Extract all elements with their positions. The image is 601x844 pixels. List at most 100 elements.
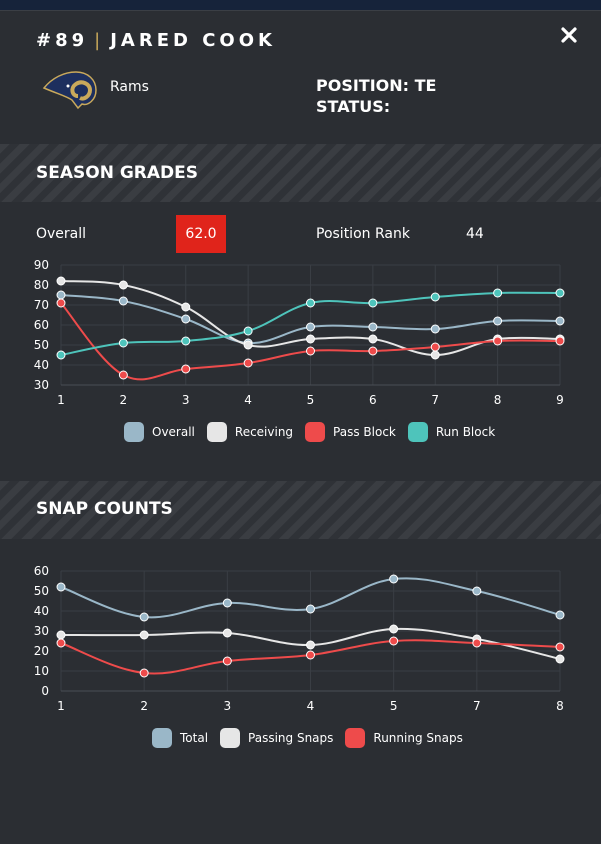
legend-item-running-snaps[interactable]: Running Snaps	[345, 728, 463, 748]
data-point-overall	[181, 314, 191, 324]
data-point-running-snaps	[56, 638, 66, 648]
overall-label: Overall	[36, 226, 87, 242]
y-tick-label: 20	[34, 644, 49, 658]
player-name: JARED COOK	[110, 30, 276, 51]
legend-label: Total	[180, 731, 209, 745]
data-point-receiving	[243, 340, 253, 350]
title-separator: |	[94, 30, 105, 51]
data-point-overall	[118, 296, 128, 306]
season-grades-title: SEASON GRADES	[36, 163, 199, 183]
data-point-run-block	[493, 288, 503, 298]
snap-counts-header	[0, 481, 601, 539]
data-point-overall	[306, 322, 315, 332]
data-point-total	[555, 610, 565, 620]
legend-label: Running Snaps	[373, 731, 463, 745]
y-tick-label: 50	[34, 584, 49, 598]
y-tick-label: 60	[34, 318, 49, 332]
data-point-receiving	[306, 334, 315, 344]
x-tick-label: 1	[57, 699, 65, 713]
season-grades-legend: Overall Receiving Pass Block Run Block	[124, 422, 507, 442]
legend-swatch	[407, 422, 428, 442]
y-tick-label: 90	[34, 258, 49, 272]
legend-swatch	[345, 728, 366, 748]
data-point-total	[389, 574, 399, 584]
data-point-run-block	[306, 298, 315, 308]
data-point-receiving	[368, 334, 378, 344]
x-tick-label: 1	[57, 393, 65, 407]
data-point-total	[472, 586, 482, 596]
legend-label: Receiving	[234, 425, 294, 439]
x-tick-label: 7	[431, 393, 439, 407]
data-point-run-block	[118, 338, 128, 348]
y-tick-label: 10	[34, 664, 49, 678]
data-point-pass-block	[181, 364, 191, 374]
data-point-pass-block	[430, 342, 440, 352]
data-point-passing-snaps	[222, 628, 232, 638]
data-point-overall	[56, 290, 66, 300]
snap-counts-title: SNAP COUNTS	[36, 499, 173, 519]
data-point-running-snaps	[306, 650, 315, 660]
data-point-run-block	[181, 336, 191, 346]
data-point-total	[139, 612, 149, 622]
data-point-passing-snaps	[139, 630, 149, 640]
x-tick-label: 3	[224, 699, 232, 713]
data-point-run-block	[430, 292, 440, 302]
x-tick-label: 4	[244, 393, 252, 407]
y-tick-label: 30	[34, 624, 49, 638]
legend-item-receiving[interactable]: Receiving	[206, 422, 294, 442]
data-point-running-snaps	[222, 656, 232, 666]
player-number: #89	[36, 30, 89, 51]
season-grades-chart: 30 40 50 60 70 80 90 1 2 3 4 5 6 7 8 9	[34, 258, 565, 407]
team-name: Rams	[110, 79, 149, 95]
data-point-total	[222, 598, 232, 608]
data-point-overall	[555, 316, 565, 326]
legend-swatch	[206, 422, 227, 442]
legend-label: Passing Snaps	[248, 731, 334, 745]
data-point-pass-block	[56, 298, 66, 308]
legend-swatch	[220, 728, 241, 748]
legend-item-run-block[interactable]: Run Block	[407, 422, 496, 442]
x-tick-label: 4	[307, 699, 315, 713]
data-point-passing-snaps	[306, 640, 315, 650]
x-tick-label: 2	[120, 393, 128, 407]
x-tick-label: 8	[494, 393, 502, 407]
legend-item-passing-snaps[interactable]: Passing Snaps	[220, 728, 333, 748]
data-point-total	[306, 604, 315, 614]
y-tick-label: 50	[34, 338, 49, 352]
legend-item-total[interactable]: Total	[152, 728, 208, 748]
legend-label: Overall	[152, 425, 195, 439]
x-tick-label: 3	[182, 393, 190, 407]
data-point-pass-block	[493, 336, 503, 346]
x-tick-label: 7	[473, 699, 481, 713]
x-tick-label: 6	[369, 393, 377, 407]
data-point-run-block	[243, 326, 253, 336]
data-point-running-snaps	[389, 636, 399, 646]
overall-grade-badge: 62.0	[176, 215, 226, 253]
close-icon[interactable]	[558, 24, 580, 46]
data-point-running-snaps	[139, 668, 149, 678]
legend-item-pass-block[interactable]: Pass Block	[305, 422, 396, 442]
data-point-receiving	[56, 276, 66, 286]
data-point-running-snaps	[555, 642, 565, 652]
data-point-running-snaps	[472, 638, 482, 648]
data-point-run-block	[368, 298, 378, 308]
y-tick-label: 70	[34, 298, 49, 312]
position-rank-value: 44	[466, 226, 484, 242]
data-point-overall	[430, 324, 440, 334]
data-point-overall	[368, 322, 378, 332]
legend-item-overall[interactable]: Overall	[124, 422, 195, 442]
y-tick-label: 80	[34, 278, 49, 292]
player-info: POSITION: TE STATUS:	[316, 75, 436, 117]
data-point-run-block	[56, 350, 66, 360]
data-point-total	[56, 582, 66, 592]
data-point-pass-block	[306, 346, 315, 356]
data-point-run-block	[555, 288, 565, 298]
legend-swatch	[124, 422, 144, 442]
status-label: STATUS:	[316, 97, 391, 116]
data-point-pass-block	[368, 346, 378, 356]
legend-label: Run Block	[435, 425, 496, 439]
x-tick-label: 5	[390, 699, 398, 713]
y-tick-label: 40	[34, 604, 49, 618]
data-point-pass-block	[118, 370, 128, 380]
rams-logo-icon	[42, 66, 100, 110]
